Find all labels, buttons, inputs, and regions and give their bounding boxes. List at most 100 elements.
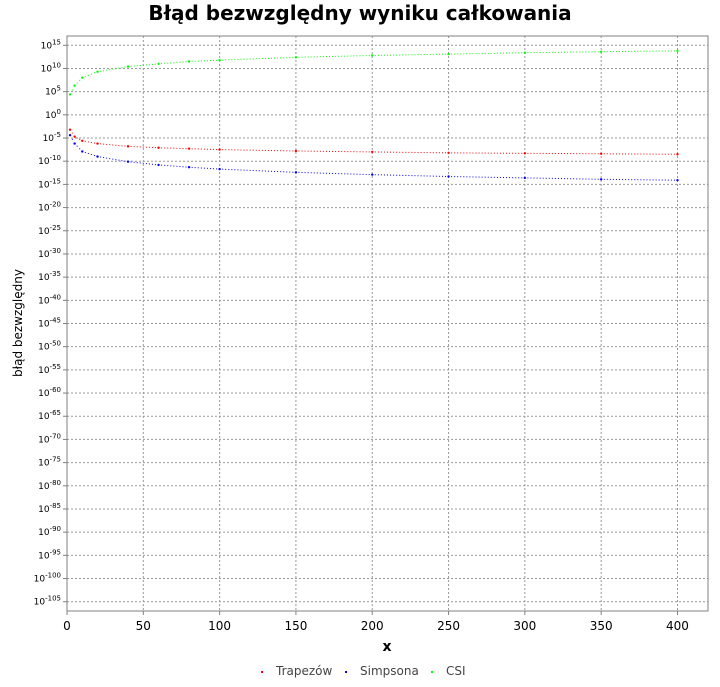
series-dot — [356, 55, 358, 57]
series-dot — [527, 177, 529, 179]
series-dot — [161, 147, 163, 149]
series-dot — [350, 151, 352, 153]
series-dot — [374, 174, 376, 176]
series-dot — [289, 171, 291, 173]
series-dot — [551, 177, 553, 179]
series-dot — [655, 153, 657, 155]
series-dot — [564, 178, 566, 180]
series-dot — [594, 178, 596, 180]
series-dot — [90, 154, 92, 156]
series-dot — [124, 145, 126, 147]
series-dot — [451, 53, 453, 55]
series-dot — [475, 53, 477, 55]
data-point — [187, 166, 191, 169]
series-dot — [460, 152, 462, 154]
series-dot — [390, 151, 392, 153]
series-dot — [539, 177, 541, 179]
data-point — [157, 146, 160, 149]
series-dot — [313, 172, 315, 174]
data-point — [447, 151, 450, 155]
series-dot — [457, 53, 459, 55]
series-dot — [368, 174, 370, 176]
data-point — [218, 58, 221, 62]
series-dot — [255, 149, 257, 151]
series-dot — [347, 173, 349, 175]
series-dot — [216, 168, 218, 170]
series-dot — [396, 151, 398, 153]
series-dot — [585, 153, 587, 155]
series-dot — [625, 153, 627, 155]
series-dot — [79, 148, 81, 150]
series-dot — [164, 62, 166, 64]
series-dot — [362, 55, 364, 57]
series-dot — [643, 50, 645, 52]
series-dot — [185, 166, 187, 168]
series-dot — [478, 53, 480, 55]
series-0 — [68, 128, 679, 156]
series-dot — [246, 169, 248, 171]
series-dot — [228, 149, 230, 151]
series-dot — [338, 151, 340, 153]
series-dot — [319, 56, 321, 58]
series-dot — [347, 151, 349, 153]
series-dot — [203, 148, 205, 150]
series-dot — [286, 150, 288, 152]
series-dot — [527, 52, 529, 54]
series-dot — [176, 147, 178, 149]
series-dot — [451, 176, 453, 178]
series-dot — [206, 60, 208, 62]
series-dot — [350, 55, 352, 57]
series-dot — [457, 152, 459, 154]
series-dot — [380, 174, 382, 176]
series-dot — [582, 178, 584, 180]
series-dot — [197, 60, 199, 62]
series-dot — [121, 67, 123, 69]
series-dot — [420, 152, 422, 154]
y-tick-label: 10-30 — [38, 247, 61, 260]
series-dot — [591, 153, 593, 155]
series-dot — [298, 56, 300, 58]
series-dot — [252, 149, 254, 151]
series-dot — [606, 51, 608, 53]
series-dot — [554, 51, 556, 53]
series-dot — [496, 52, 498, 54]
series-dot — [545, 51, 547, 53]
series-dot — [484, 152, 486, 154]
data-point — [81, 76, 84, 79]
series-dot — [304, 172, 306, 174]
series-dot — [609, 153, 611, 155]
series-dot — [408, 54, 410, 56]
series-dot — [487, 176, 489, 178]
series-dot — [670, 179, 672, 181]
series-dot — [618, 51, 620, 53]
y-tick-label: 105 — [45, 85, 61, 98]
y-tick-label: 10-5 — [43, 131, 61, 144]
series-dot — [142, 64, 144, 66]
series-dot — [444, 175, 446, 177]
series-dot — [170, 147, 172, 149]
data-point — [294, 149, 298, 153]
series-dot — [472, 53, 474, 55]
series-dot — [319, 172, 321, 174]
series-dot — [414, 151, 416, 153]
series-dot — [304, 56, 306, 58]
series-dot — [261, 170, 263, 172]
series-dot — [133, 65, 135, 67]
series-dot — [475, 176, 477, 178]
series-dot — [298, 150, 300, 152]
series-dot — [313, 56, 315, 58]
series-dot — [460, 53, 462, 55]
x-tick-label: 0 — [63, 619, 71, 633]
series-dot — [216, 149, 218, 151]
data-point — [126, 65, 130, 68]
series-dot — [170, 62, 172, 64]
series-dot — [640, 50, 642, 52]
series-dot — [271, 170, 273, 172]
series-dot — [179, 166, 181, 168]
series-dot — [396, 174, 398, 176]
series-dot — [402, 151, 404, 153]
series-dot — [213, 59, 215, 61]
series-dot — [417, 54, 419, 56]
series-dot — [130, 146, 132, 148]
series-dot — [661, 50, 663, 52]
